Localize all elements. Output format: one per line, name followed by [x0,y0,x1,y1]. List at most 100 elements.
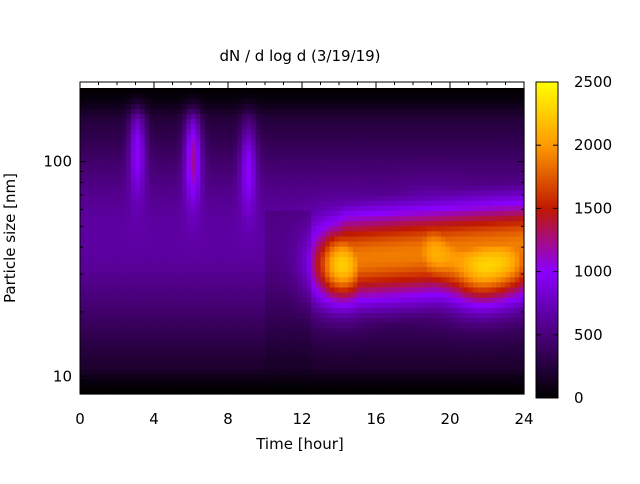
heatmap-cell [98,210,104,217]
heatmap-cell [366,93,372,99]
heatmap-cell [130,169,137,176]
heatmap-cell [246,307,252,313]
heatmap-cell [186,184,192,191]
heatmap-cell [348,292,354,298]
heatmap-cell [399,174,405,181]
heatmap-cell [154,230,160,237]
heatmap-cell [163,312,169,319]
heatmap-cell [251,103,257,109]
heatmap-cell [241,235,248,242]
heatmap-cell [237,98,243,104]
heatmap-cell [403,378,409,385]
heatmap-cell [172,271,178,278]
heatmap-cell [117,337,123,344]
heatmap-cell [237,348,243,354]
heatmap-cell [417,179,423,186]
heatmap-cell [454,93,460,99]
heatmap-cell [195,286,201,293]
heatmap-cell [302,353,308,359]
heatmap-cell [241,383,248,390]
heatmap-cell [172,113,178,120]
heatmap-cell [302,103,308,109]
heatmap-cell [209,383,215,390]
heatmap-cell [389,388,396,395]
heatmap-cell [445,246,451,252]
heatmap-cell [204,358,211,364]
heatmap-cell [163,307,169,313]
heatmap-cell [413,368,419,375]
heatmap-cell [445,327,451,334]
heatmap-cell [98,363,104,370]
heatmap-cell [320,343,326,349]
heatmap-cell [339,133,345,140]
heatmap-cell [117,292,123,298]
heatmap-cell [366,327,372,334]
heatmap-cell [371,98,377,104]
heatmap-cell [218,312,224,319]
heatmap-cell [376,144,382,150]
heatmap-cell [121,297,127,303]
heatmap-cell [186,276,192,283]
heatmap-cell [454,358,460,364]
heatmap-cell [186,297,192,303]
heatmap-cell [121,307,127,313]
heatmap-cell [237,378,243,385]
heatmap-cell [103,246,109,252]
heatmap-cell [195,225,201,232]
heatmap-cell [440,159,446,166]
heatmap-cell [218,113,224,120]
heatmap-cell [366,154,372,160]
heatmap-cell [218,256,224,262]
heatmap-cell [315,133,322,140]
heatmap-cell [339,164,345,171]
heatmap-cell [209,164,215,171]
heatmap-cell [278,337,285,344]
heatmap-cell [417,113,423,120]
heatmap-cell [422,271,428,278]
heatmap-cell [292,297,298,303]
heatmap-cell [334,317,340,324]
heatmap-cell [288,139,294,145]
heatmap-cell [329,169,335,176]
heatmap-cell [251,348,257,354]
heatmap-cell [315,317,322,324]
heatmap-cell [228,154,234,160]
heatmap-cell [348,144,354,150]
heatmap-cell [172,133,178,140]
heatmap-cell [103,388,109,395]
heatmap-cell [89,210,95,217]
heatmap-cell [445,343,451,349]
heatmap-cell [232,225,238,232]
heatmap-cell [126,322,132,329]
heatmap-cell [209,190,215,196]
heatmap-cell [376,113,382,120]
heatmap-cell [117,251,123,257]
heatmap-cell [408,139,414,145]
heatmap-cell [380,353,386,359]
heatmap-cell [376,205,382,211]
heatmap-cell [172,317,178,324]
heatmap-cell [334,113,340,120]
heatmap-cell [251,133,257,140]
heatmap-cell [292,348,298,354]
heatmap-cell [126,256,132,262]
heatmap-cell [126,220,132,227]
heatmap-cell [454,154,460,160]
heatmap-cell [140,179,146,186]
heatmap-cell [223,108,229,115]
heatmap-cell [251,327,257,334]
heatmap-cell [376,123,382,130]
heatmap-cell [352,337,359,344]
heatmap-cell [329,373,335,380]
heatmap-cell [186,190,192,196]
heatmap-cell [135,93,141,99]
heatmap-cell [80,93,86,99]
heatmap-cell [311,368,317,375]
heatmap-cell [265,363,271,370]
heatmap-cell [140,174,146,181]
heatmap-cell [265,164,271,171]
heatmap-cell [255,343,261,349]
heatmap-cell [200,93,206,99]
heatmap-cell [283,312,289,319]
heatmap-cell [80,378,86,385]
